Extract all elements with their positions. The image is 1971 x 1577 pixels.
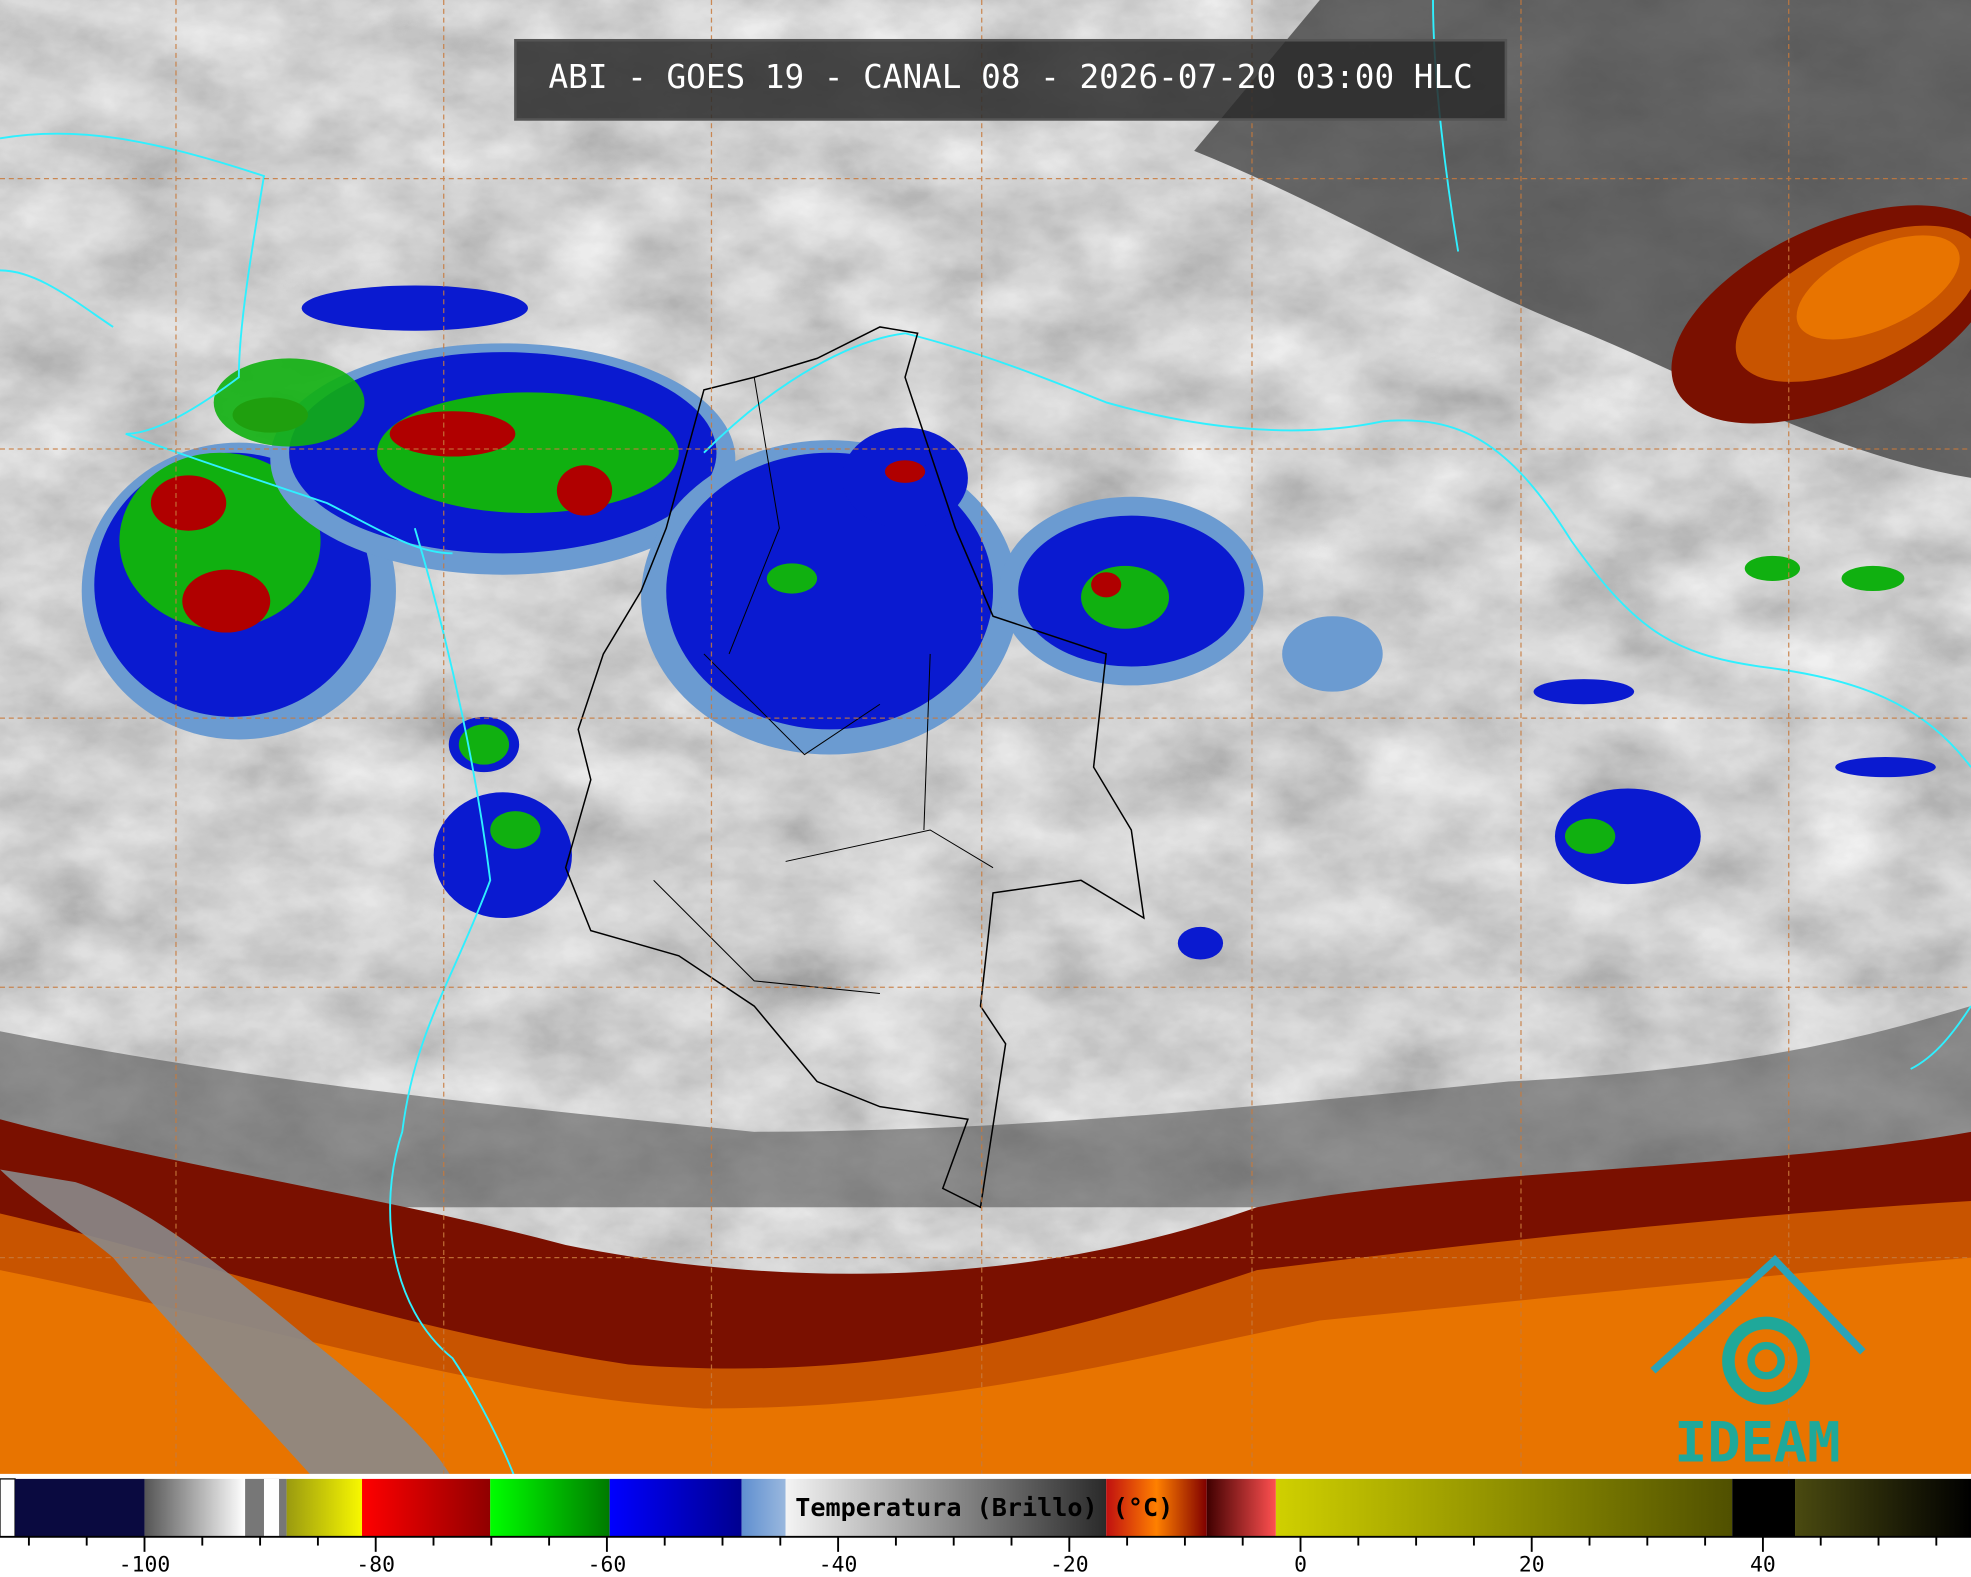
tick-label: -100 — [119, 1553, 170, 1577]
cloud-top — [884, 460, 926, 483]
colorbar-segment — [144, 1478, 246, 1537]
warm-blob — [1796, 235, 1960, 340]
colorbar-segment — [785, 1478, 1107, 1537]
logo-swirl — [1747, 1341, 1785, 1380]
colorbar-segment — [15, 1478, 145, 1537]
colorbar-segment — [1795, 1478, 1971, 1537]
cloud-top — [1533, 679, 1635, 705]
cloud-top — [490, 811, 541, 849]
colorbar-segment — [1732, 1478, 1796, 1537]
colorbar-segment — [741, 1478, 786, 1537]
logo: IDEAM — [1650, 1254, 1866, 1475]
tick-label: -40 — [819, 1553, 858, 1577]
cloud-top — [1282, 616, 1383, 692]
colorbar-segment — [263, 1478, 280, 1537]
convection — [81, 285, 1936, 960]
colorbar-segment — [1206, 1478, 1276, 1537]
cloud-top — [1841, 565, 1905, 592]
logo-swirl — [1722, 1316, 1811, 1405]
cloud-top — [1554, 788, 1701, 885]
cloud-top — [1744, 555, 1801, 581]
cloud-top — [213, 358, 365, 447]
colorbar-ticks: -100 -80 -60 -40 -20 0 20 40 — [27, 1536, 1938, 1577]
tick-label: -80 — [356, 1553, 395, 1577]
tick-label: 0 — [1294, 1553, 1307, 1577]
cloud-top — [1081, 565, 1170, 629]
tick-label: -20 — [1050, 1553, 1089, 1577]
coastlines — [0, 0, 1971, 1480]
colorbar-segment — [1275, 1478, 1733, 1537]
admin-border — [653, 377, 994, 994]
colorbar: Temperatura (Brillo) (°C) — [0, 1478, 1971, 1538]
colorbar-label: Temperatura (Brillo) (°C) — [795, 1493, 1173, 1522]
warm-surface — [1671, 205, 1971, 424]
title: ABI - GOES 19 - CANAL 08 - 2026-07-20 03… — [548, 58, 1472, 96]
colorbar-segment — [490, 1478, 610, 1537]
cloud-top — [433, 792, 572, 919]
warm-surface — [0, 1257, 1971, 1479]
colorbar-segment — [362, 1478, 491, 1537]
coastline — [1432, 0, 1971, 1070]
logo-text: IDEAM — [1674, 1411, 1840, 1475]
colorbar-segment — [609, 1478, 742, 1537]
cloud-top — [150, 475, 227, 531]
coastline — [389, 527, 517, 1480]
coastline — [0, 132, 453, 555]
colorbar-segment — [1106, 1478, 1207, 1537]
cloud-top — [1835, 757, 1936, 778]
tick-label: 40 — [1750, 1553, 1776, 1577]
country-border — [564, 326, 1145, 1209]
cloud-top — [1091, 572, 1122, 598]
cloud-top — [301, 285, 528, 331]
coastline — [703, 332, 1971, 768]
cloud-top — [182, 569, 271, 633]
dry-area — [0, 1006, 1971, 1208]
cloud-top — [1564, 818, 1616, 854]
cloud-top — [766, 563, 818, 594]
cloud-top — [556, 465, 613, 516]
colorbar-segment — [0, 1478, 16, 1538]
title-box — [514, 38, 1508, 121]
tick-label: -60 — [588, 1553, 627, 1577]
cloud-top — [1177, 926, 1224, 960]
cloud-top — [389, 411, 516, 457]
tick-label: 20 — [1519, 1553, 1545, 1577]
colorbar-segment — [286, 1478, 363, 1537]
logo-roof — [1650, 1254, 1866, 1374]
cloud-top — [458, 724, 510, 765]
cloud-patch — [0, 1169, 453, 1479]
